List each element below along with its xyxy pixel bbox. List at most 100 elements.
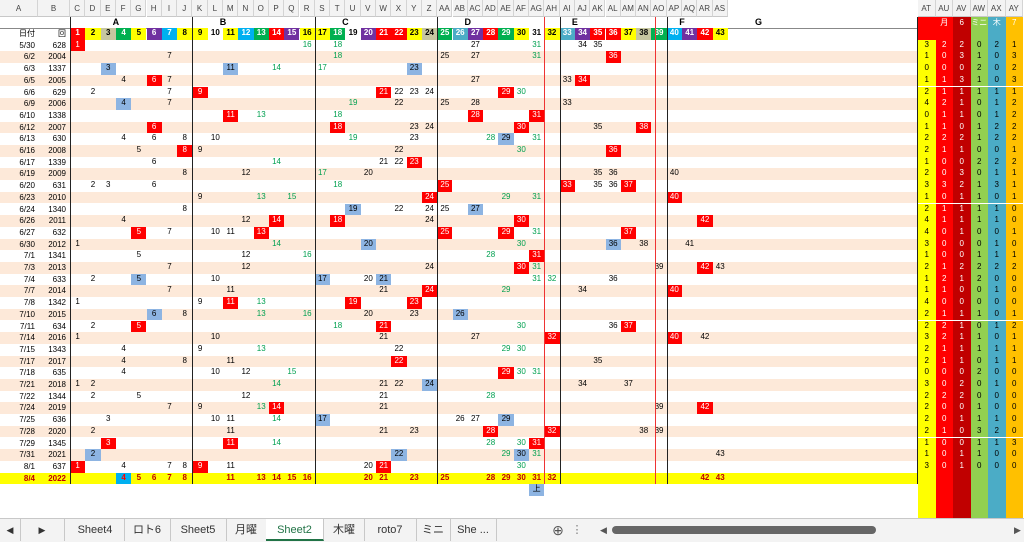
- count-cell[interactable]: 0: [935, 449, 953, 461]
- count-cell[interactable]: 3: [953, 51, 971, 64]
- number-cell[interactable]: 11: [223, 109, 239, 122]
- column-header[interactable]: H: [146, 0, 162, 17]
- count-cell[interactable]: 1: [935, 262, 953, 274]
- count-cell[interactable]: 1: [988, 168, 1006, 181]
- number-cell[interactable]: 31: [529, 109, 545, 122]
- count-cell[interactable]: 1: [918, 51, 936, 64]
- number-cell[interactable]: 11: [223, 297, 239, 309]
- number-cell[interactable]: 30: [513, 215, 529, 227]
- date-cell[interactable]: 7/4: [23, 274, 35, 284]
- count-cell[interactable]: 1: [970, 133, 988, 145]
- number-cell[interactable]: 27: [470, 51, 480, 61]
- count-cell[interactable]: 0: [935, 191, 953, 204]
- count-cell[interactable]: 3: [1005, 74, 1023, 87]
- number-cell[interactable]: 6: [151, 472, 157, 482]
- number-cell[interactable]: 21: [379, 390, 389, 400]
- column-header[interactable]: AQ: [682, 0, 698, 17]
- round-cell[interactable]: 2018: [48, 380, 66, 389]
- number-cell[interactable]: 40: [669, 168, 679, 178]
- more-options-icon[interactable]: ⋮: [571, 524, 583, 536]
- number-cell[interactable]: 1: [75, 297, 80, 307]
- count-cell[interactable]: 1: [1005, 39, 1023, 52]
- number-cell[interactable]: 30: [516, 460, 526, 470]
- count-cell[interactable]: 0: [1005, 449, 1023, 461]
- number-cell[interactable]: 21: [379, 472, 389, 482]
- number-cell[interactable]: 3: [106, 180, 111, 190]
- number-cell[interactable]: 6: [146, 308, 162, 321]
- column-header[interactable]: A: [0, 0, 38, 17]
- date-cell[interactable]: 7/28: [19, 426, 35, 436]
- date-cell[interactable]: 6/10: [19, 110, 35, 120]
- number-cell[interactable]: 30: [513, 121, 529, 134]
- count-cell[interactable]: 2: [1005, 320, 1023, 333]
- number-cell[interactable]: 35: [593, 355, 603, 365]
- column-header[interactable]: AS: [712, 0, 728, 17]
- number-cell[interactable]: 25: [440, 98, 450, 108]
- column-header[interactable]: AU: [935, 0, 953, 17]
- count-cell[interactable]: 2: [988, 121, 1006, 134]
- count-cell[interactable]: 1: [1005, 250, 1023, 262]
- round-cell[interactable]: 2019: [48, 403, 66, 413]
- number-cell[interactable]: 10: [210, 226, 220, 236]
- count-cell[interactable]: 2: [935, 273, 953, 286]
- number-cell[interactable]: 24: [421, 379, 438, 391]
- number-cell[interactable]: 30: [513, 449, 529, 461]
- header-number-cell[interactable]: 39: [651, 28, 667, 40]
- number-cell[interactable]: 4: [121, 367, 126, 377]
- number-cell[interactable]: 21: [376, 273, 392, 286]
- column-header[interactable]: AC: [467, 0, 484, 17]
- count-cell[interactable]: 1: [935, 86, 953, 99]
- count-cell[interactable]: 0: [988, 332, 1006, 344]
- number-cell[interactable]: 21: [379, 156, 389, 166]
- number-cell[interactable]: 20: [363, 472, 373, 482]
- count-cell[interactable]: 1: [970, 402, 988, 415]
- number-cell[interactable]: 30: [516, 320, 526, 330]
- number-cell[interactable]: 9: [197, 343, 203, 353]
- number-cell[interactable]: 7: [167, 86, 172, 96]
- count-cell[interactable]: 2: [918, 168, 936, 181]
- round-cell[interactable]: 2010: [48, 192, 66, 202]
- column-header[interactable]: P: [268, 0, 285, 17]
- count-cell[interactable]: 1: [935, 203, 953, 216]
- count-cell[interactable]: 1: [970, 191, 988, 204]
- count-cell[interactable]: 2: [970, 63, 988, 75]
- count-cell[interactable]: 0: [953, 402, 971, 415]
- count-cell[interactable]: 0: [935, 168, 953, 181]
- count-cell[interactable]: 1: [1005, 343, 1023, 356]
- round-cell[interactable]: 636: [52, 415, 66, 425]
- count-cell[interactable]: 4: [918, 226, 936, 239]
- number-cell[interactable]: 25: [440, 472, 450, 482]
- number-cell[interactable]: 4: [121, 355, 126, 365]
- number-cell[interactable]: 13: [253, 226, 269, 239]
- count-cell[interactable]: 2: [970, 367, 988, 379]
- number-cell[interactable]: 14: [272, 472, 281, 482]
- header-number-cell[interactable]: 2: [85, 28, 101, 40]
- column-header[interactable]: AM: [620, 0, 637, 17]
- number-cell[interactable]: 5: [136, 390, 142, 400]
- number-cell[interactable]: 28: [470, 98, 480, 108]
- count-cell[interactable]: 1: [970, 343, 988, 356]
- round-cell[interactable]: 1338: [48, 110, 66, 120]
- count-cell[interactable]: 2: [918, 133, 936, 145]
- count-cell[interactable]: [935, 472, 953, 485]
- number-cell[interactable]: 42: [700, 332, 710, 342]
- number-cell[interactable]: 19: [345, 297, 361, 309]
- count-cell[interactable]: 0: [953, 425, 971, 438]
- number-cell[interactable]: 8: [177, 145, 193, 157]
- round-cell[interactable]: 2021: [48, 450, 66, 460]
- round-cell[interactable]: 635: [52, 368, 66, 378]
- round-cell[interactable]: 2005: [48, 75, 66, 85]
- number-cell[interactable]: 40: [666, 285, 682, 298]
- count-cell[interactable]: 2: [918, 145, 936, 157]
- count-cell[interactable]: 2: [918, 320, 936, 333]
- number-cell[interactable]: 27: [470, 74, 480, 84]
- header-number-cell[interactable]: 37: [620, 28, 637, 40]
- tab-3[interactable]: Sheet5: [170, 519, 227, 541]
- number-cell[interactable]: 4: [121, 343, 126, 353]
- count-cell[interactable]: 2: [1005, 262, 1023, 274]
- number-cell[interactable]: 21: [379, 332, 389, 342]
- count-cell[interactable]: 0: [970, 390, 988, 403]
- count-cell[interactable]: 1: [988, 285, 1006, 298]
- number-cell[interactable]: 24: [425, 203, 434, 213]
- column-header[interactable]: AH: [544, 0, 560, 17]
